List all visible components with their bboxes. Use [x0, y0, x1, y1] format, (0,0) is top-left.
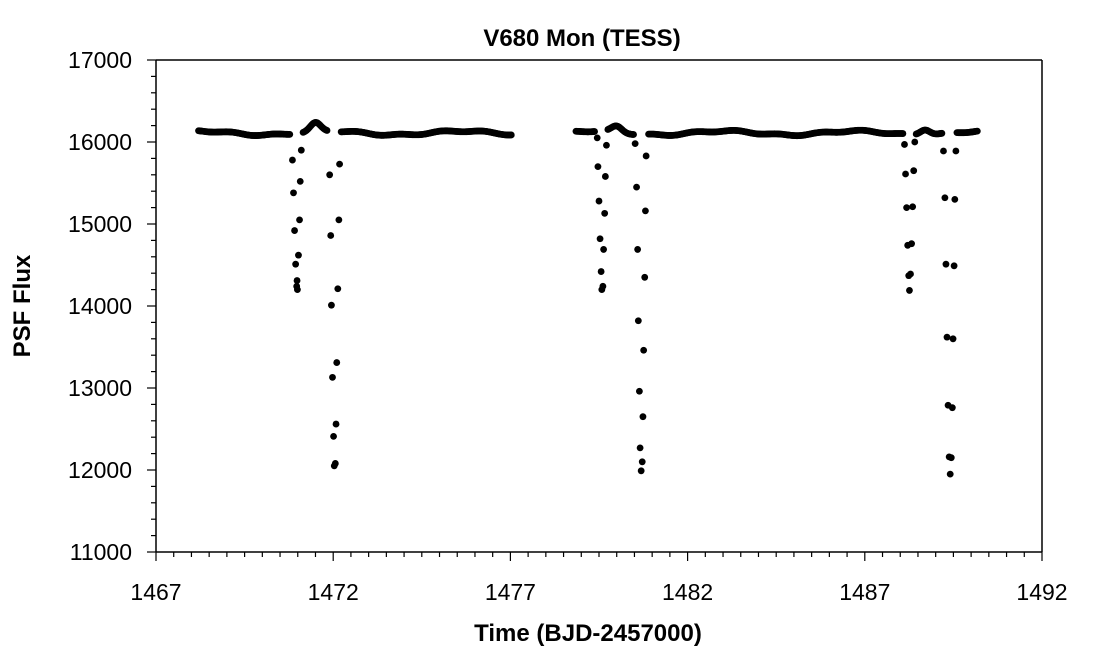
eclipse-point	[326, 171, 334, 179]
eclipse-point	[289, 156, 296, 164]
eclipse-point	[290, 189, 297, 197]
eclipse-point	[952, 147, 960, 155]
tick-labels: 1467 1472 1477 1482 1487 1492 11000 12000 13000 1…	[68, 47, 1068, 605]
eclipse-point	[634, 317, 642, 325]
eclipse-point	[292, 260, 300, 268]
eclipse-point	[335, 216, 343, 224]
x-tick-label: 1467	[130, 579, 181, 605]
eclipse-point	[333, 359, 341, 366]
eclipse-point	[631, 140, 639, 148]
eclipse-point	[334, 285, 342, 293]
eclipse-point	[903, 204, 911, 212]
y-tick-label: 11000	[70, 539, 132, 565]
eclipse-point	[294, 286, 301, 293]
eclipse-point	[639, 413, 647, 421]
eclipse-point	[327, 232, 335, 239]
eclipse-point	[950, 262, 958, 270]
eclipse-point	[906, 287, 913, 294]
ticks	[147, 59, 1043, 561]
eclipse-point	[596, 235, 604, 243]
y-tick-label: 14000	[68, 293, 132, 319]
eclipse-point	[600, 246, 608, 253]
y-tick-label: 13000	[68, 375, 132, 401]
eclipse-point	[336, 160, 343, 168]
chart-title: V680 Mon (TESS)	[483, 25, 680, 52]
eclipse-point	[940, 147, 947, 155]
baseline-point	[591, 128, 598, 135]
eclipse-point	[601, 209, 609, 217]
eclipse-point	[332, 420, 340, 428]
baseline-point	[973, 127, 981, 135]
eclipse-point	[636, 387, 643, 395]
eclipse-point	[328, 301, 335, 309]
eclipse-point	[946, 470, 954, 478]
eclipse-point	[603, 141, 610, 149]
eclipse-point	[642, 207, 649, 215]
eclipse-point	[907, 270, 914, 278]
eclipse-point	[296, 216, 303, 224]
eclipse-point	[293, 277, 301, 284]
eclipse-point	[296, 177, 304, 185]
data-points	[195, 119, 981, 478]
eclipse-point	[941, 194, 949, 202]
eclipse-point	[331, 460, 339, 467]
eclipse-point	[951, 196, 959, 203]
eclipse-point	[595, 197, 603, 205]
eclipse-point	[594, 163, 602, 171]
eclipse-point	[911, 138, 919, 146]
eclipse-point	[943, 333, 951, 341]
eclipse-point	[593, 134, 601, 142]
eclipse-point	[297, 146, 305, 154]
y-tick-label: 16000	[68, 129, 132, 155]
eclipse-point	[947, 454, 955, 462]
x-tick-label: 1477	[485, 579, 536, 605]
eclipse-point	[902, 170, 909, 178]
x-axis-label: Time (BJD-2457000)	[474, 620, 702, 647]
eclipse-point	[330, 432, 337, 440]
baseline-point	[899, 130, 907, 137]
eclipse-point	[636, 444, 644, 452]
eclipse-point	[599, 282, 607, 290]
eclipse-point	[295, 251, 302, 259]
baseline-point	[630, 131, 637, 138]
y-tick-label: 12000	[68, 457, 132, 483]
eclipse-point	[909, 203, 917, 211]
eclipse-point	[637, 467, 645, 475]
baseline-point	[323, 127, 331, 134]
eclipse-point	[638, 458, 646, 466]
eclipse-point	[948, 404, 956, 412]
baseline-point	[286, 130, 294, 138]
y-tick-label: 15000	[68, 211, 132, 237]
baseline-point	[938, 129, 946, 137]
baseline-point	[507, 131, 515, 139]
eclipse-point	[942, 260, 950, 268]
eclipse-point	[641, 273, 649, 281]
eclipse-point	[640, 346, 648, 354]
eclipse-point	[949, 335, 957, 343]
eclipse-point	[910, 167, 918, 175]
eclipse-point	[642, 152, 650, 160]
eclipse-point	[634, 246, 642, 253]
x-tick-label: 1472	[308, 579, 359, 605]
y-tick-label: 17000	[68, 47, 132, 73]
eclipse-point	[601, 173, 609, 180]
eclipse-point	[908, 240, 915, 248]
eclipse-point	[329, 373, 336, 381]
x-tick-label: 1482	[662, 579, 713, 605]
x-tick-label: 1487	[839, 579, 890, 605]
eclipse-point	[633, 183, 640, 191]
x-tick-label: 1492	[1016, 579, 1067, 605]
eclipse-point	[291, 227, 298, 234]
y-axis-label: PSF Flux	[9, 254, 36, 357]
eclipse-point	[901, 141, 908, 148]
eclipse-point	[597, 268, 605, 275]
